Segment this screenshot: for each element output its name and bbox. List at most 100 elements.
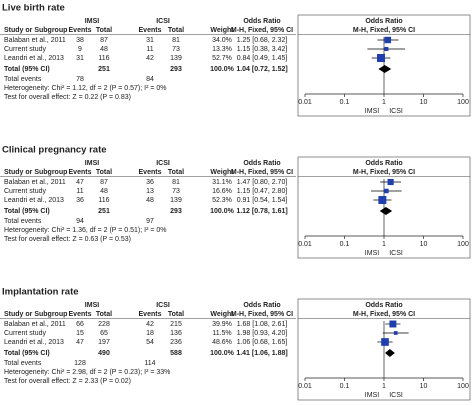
column-header: Weight (210, 169, 234, 176)
total-diamond (384, 349, 395, 357)
x-side-label: ICSI (389, 108, 403, 115)
group-header: ICSI (156, 18, 170, 25)
x-side-label: ICSI (389, 250, 403, 257)
total-or: 1.04 [0.72, 1.52] (236, 66, 287, 73)
study-cell: 11 (146, 46, 153, 53)
x-tick-label: 1 (382, 241, 386, 248)
total-cell: 588 (170, 350, 182, 357)
study-cell: 81 (172, 37, 180, 44)
study-cell: 15 (76, 330, 84, 337)
study-cell: 116 (98, 55, 109, 62)
x-tick-label: 10 (420, 99, 428, 106)
column-header: Total (168, 27, 184, 34)
heterogeneity: Heterogeneity: Chi² = 2.98, df = 2 (P = … (4, 369, 170, 376)
study-cell: 31 (146, 37, 154, 44)
effect-header: Odds Ratio (365, 18, 402, 25)
heterogeneity: Heterogeneity: Chi² = 1.36, df = 2 (P = … (4, 227, 167, 234)
study-cell: 48 (100, 46, 108, 53)
study-cell: 116 (98, 197, 109, 204)
column-header: Events (139, 27, 162, 34)
study-or: 0.91 [0.54, 1.54] (237, 197, 288, 204)
method-header: M-H, Fixed, 95% CI (231, 27, 293, 34)
method-header: M-H, Fixed, 95% CI (231, 311, 293, 318)
total-name: Total (95% CI) (4, 66, 50, 73)
study-cell: 36 (146, 179, 154, 186)
study-name: Leandri et al., 2013 (4, 197, 64, 204)
study-name: Current study (4, 188, 47, 195)
study-cell: 54 (146, 339, 154, 346)
total-cell: 490 (98, 350, 110, 357)
x-side-label: IMSI (365, 250, 379, 257)
study-cell: 11 (76, 188, 83, 195)
total-name: Total (95% CI) (4, 208, 50, 215)
column-header: Total (96, 169, 112, 176)
study-name: Balaban et al., 2011 (4, 179, 66, 186)
x-tick-label: 0.1 (340, 383, 350, 390)
group-header: IMSI (85, 160, 99, 167)
method-header: M-H, Fixed, 95% CI (353, 27, 415, 34)
group-header: ICSI (156, 160, 170, 167)
group-header: IMSI (85, 18, 99, 25)
study-cell: 18 (146, 330, 154, 337)
overall-effect: Test for overall effect: Z = 2.33 (P = 0… (4, 378, 131, 385)
x-side-label: IMSI (365, 108, 379, 115)
study-cell: 52.3% (212, 197, 232, 204)
total-cell: 100.0% (210, 66, 235, 73)
total-or: 1.12 [0.78, 1.61] (236, 208, 287, 215)
events-cell: 128 (74, 360, 86, 367)
effect-header: Odds Ratio (365, 302, 402, 309)
column-header: Events (69, 27, 92, 34)
total-cell: 251 (98, 208, 110, 215)
study-cell: 36 (76, 197, 84, 204)
column-header: Total (96, 311, 112, 318)
study-cell: 215 (170, 321, 182, 328)
study-cell: 13.3% (212, 46, 232, 53)
study-or: 1.98 [0.93, 4.20] (237, 330, 288, 337)
study-name: Balaban et al., 2011 (4, 321, 66, 328)
column-header: Events (69, 311, 92, 318)
overall-effect: Test for overall effect: Z = 0.22 (P = 0… (4, 94, 131, 101)
x-tick-label: 0.1 (340, 99, 350, 106)
study-or: 1.15 [0.47, 2.80] (237, 188, 288, 195)
total-cell: 100.0% (210, 208, 235, 215)
overall-effect: Test for overall effect: Z = 0.63 (P = 0… (4, 236, 131, 243)
x-tick-label: 0.01 (298, 383, 312, 390)
total-diamond (379, 207, 393, 215)
x-tick-label: 100 (457, 99, 469, 106)
column-header: Study or Subgroup (4, 27, 67, 34)
study-cell: 87 (100, 37, 108, 44)
events-name: Total events (4, 76, 42, 83)
study-cell: 65 (100, 330, 108, 337)
events-cell: 84 (146, 76, 154, 83)
x-tick-label: 100 (457, 383, 469, 390)
study-or: 1.15 [0.38, 3.42] (237, 46, 288, 53)
study-cell: 39.9% (212, 321, 232, 328)
x-tick-label: 1 (382, 383, 386, 390)
study-cell: 48 (100, 188, 108, 195)
study-square (378, 196, 387, 204)
total-or: 1.41 [1.06, 1.88] (236, 350, 287, 357)
study-cell: 52.7% (212, 55, 232, 62)
x-side-label: ICSI (389, 392, 403, 399)
study-square (384, 46, 389, 52)
study-name: Leandri et al., 2013 (4, 55, 64, 62)
study-square (381, 338, 389, 346)
events-cell: 114 (144, 360, 155, 367)
study-cell: 66 (76, 321, 84, 328)
study-cell: 11.5% (212, 330, 231, 337)
panel-title: Live birth rate (2, 3, 65, 14)
x-tick-label: 0.01 (298, 241, 312, 248)
events-name: Total events (4, 218, 42, 225)
total-cell: 293 (170, 208, 182, 215)
method-header: M-H, Fixed, 95% CI (231, 169, 293, 176)
study-cell: 136 (170, 330, 182, 337)
study-square (393, 331, 398, 335)
x-tick-label: 1 (382, 99, 386, 106)
study-square (384, 188, 389, 194)
study-name: Current study (4, 46, 47, 53)
study-cell: 16.6% (212, 188, 232, 195)
events-cell: 94 (76, 218, 84, 225)
study-or: 1.06 [0.68, 1.65] (237, 339, 288, 346)
heterogeneity: Heterogeneity: Chi² = 1.12, df = 2 (P = … (4, 85, 167, 92)
